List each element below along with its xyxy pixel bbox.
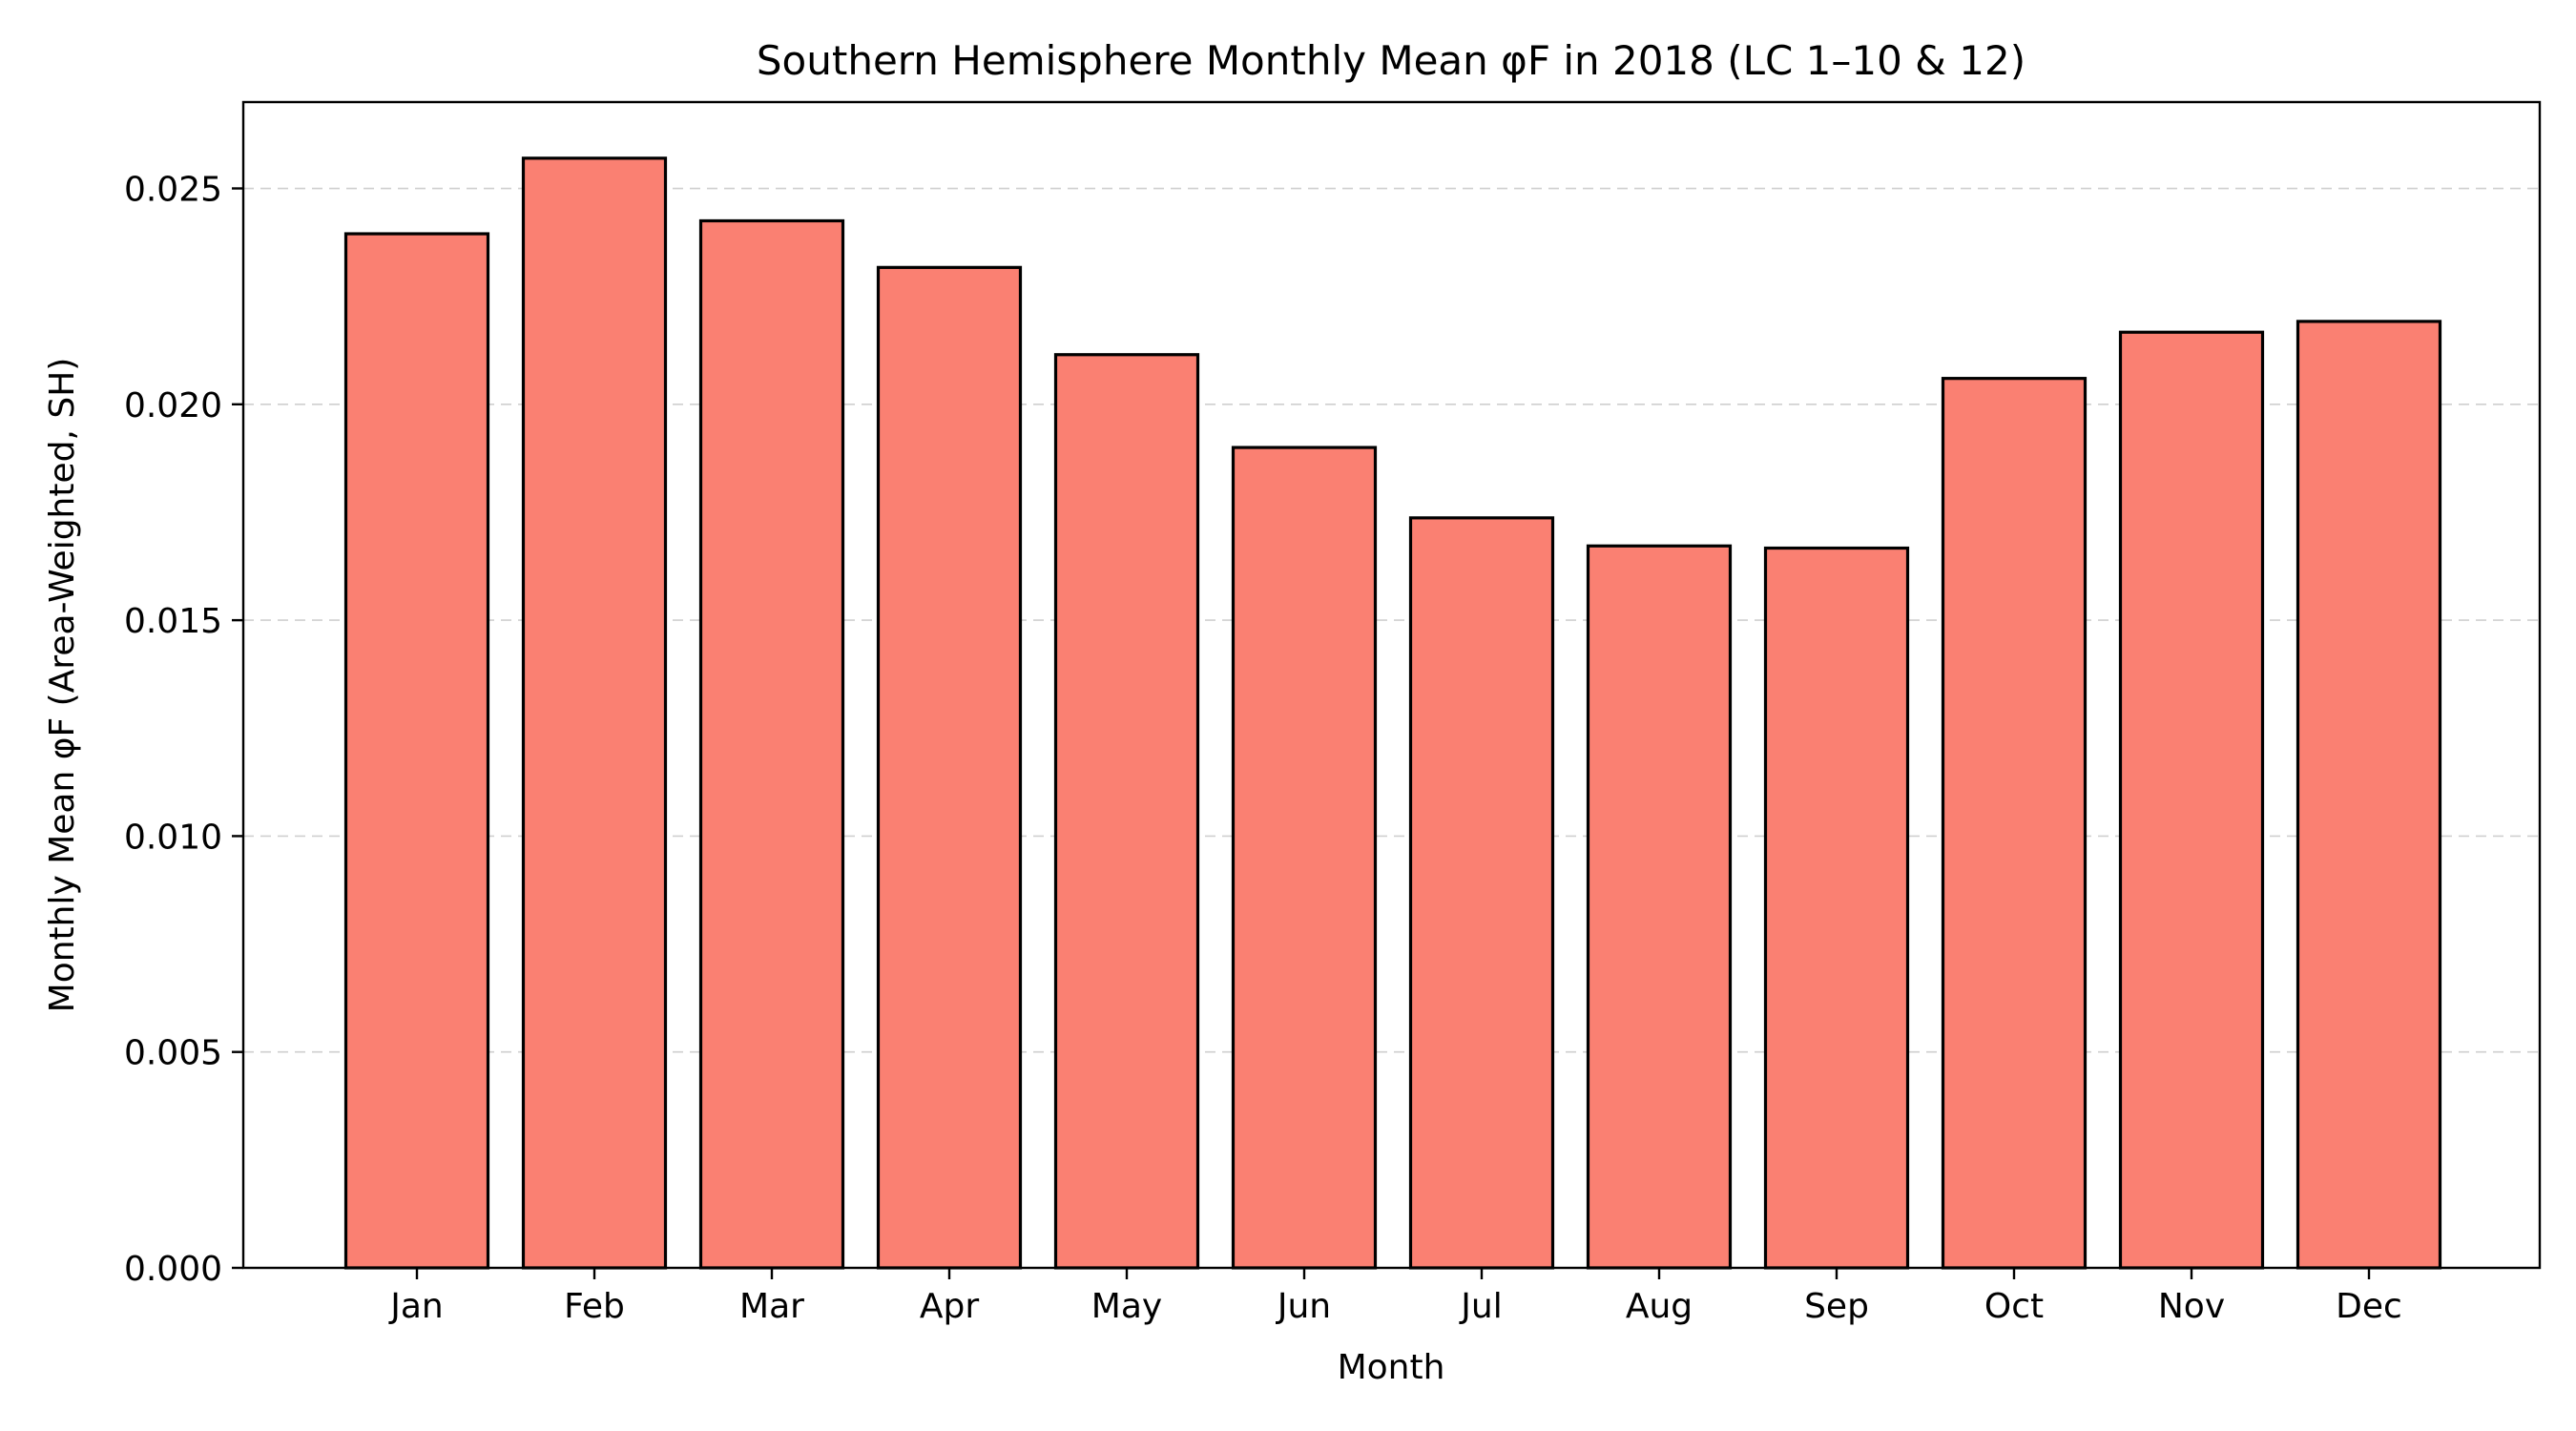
bar-aug bbox=[1586, 544, 1733, 1270]
x-tick-label: Sep bbox=[1804, 1287, 1869, 1326]
y-tick-label: 0.000 bbox=[124, 1250, 222, 1289]
bar-jul bbox=[1408, 516, 1555, 1270]
bar-feb bbox=[521, 156, 668, 1270]
x-tick-label: Dec bbox=[2336, 1287, 2402, 1326]
bar-mar bbox=[698, 218, 845, 1270]
bar-may bbox=[1053, 353, 1200, 1270]
bar-nov bbox=[2118, 330, 2265, 1270]
axes-frame bbox=[241, 100, 2542, 1270]
x-tick-label: Jun bbox=[1276, 1287, 1331, 1326]
y-tick-label: 0.015 bbox=[124, 602, 222, 641]
chart-title: Southern Hemisphere Monthly Mean φF in 2… bbox=[757, 37, 2025, 84]
x-tick-label: Mar bbox=[739, 1287, 804, 1326]
y-tick-label: 0.020 bbox=[124, 386, 222, 425]
bar-oct bbox=[1941, 377, 2088, 1270]
bars bbox=[343, 156, 2442, 1270]
y-tick-label: 0.005 bbox=[124, 1034, 222, 1073]
bar-dec bbox=[2296, 320, 2442, 1270]
bar-jun bbox=[1231, 446, 1378, 1270]
x-tick-label: Oct bbox=[1984, 1287, 2044, 1326]
x-axis-ticks: Jan Feb Mar Apr May Jun Jul Aug Sep Oct Nov Dec bbox=[388, 1268, 2402, 1326]
y-axis-ticks: 0.000 0.005 0.010 0.015 0.020 0.025 bbox=[124, 171, 243, 1289]
x-tick-label: Nov bbox=[2158, 1287, 2225, 1326]
x-tick-label: Aug bbox=[1626, 1287, 1693, 1326]
x-tick-label: Jul bbox=[1459, 1287, 1502, 1326]
x-tick-label: Apr bbox=[920, 1287, 979, 1326]
y-tick-label: 0.010 bbox=[124, 818, 222, 857]
bar-jan bbox=[343, 232, 490, 1270]
y-tick-label: 0.025 bbox=[124, 171, 222, 210]
x-tick-label: Jan bbox=[388, 1287, 444, 1326]
x-axis-label: Month bbox=[1338, 1348, 1445, 1387]
x-tick-label: Feb bbox=[564, 1287, 625, 1326]
bar-apr bbox=[876, 265, 1023, 1270]
bar-sep bbox=[1763, 546, 1910, 1270]
y-axis-label: Monthly Mean φF (Area-Weighted, SH) bbox=[43, 358, 82, 1013]
x-tick-label: May bbox=[1091, 1287, 1162, 1326]
